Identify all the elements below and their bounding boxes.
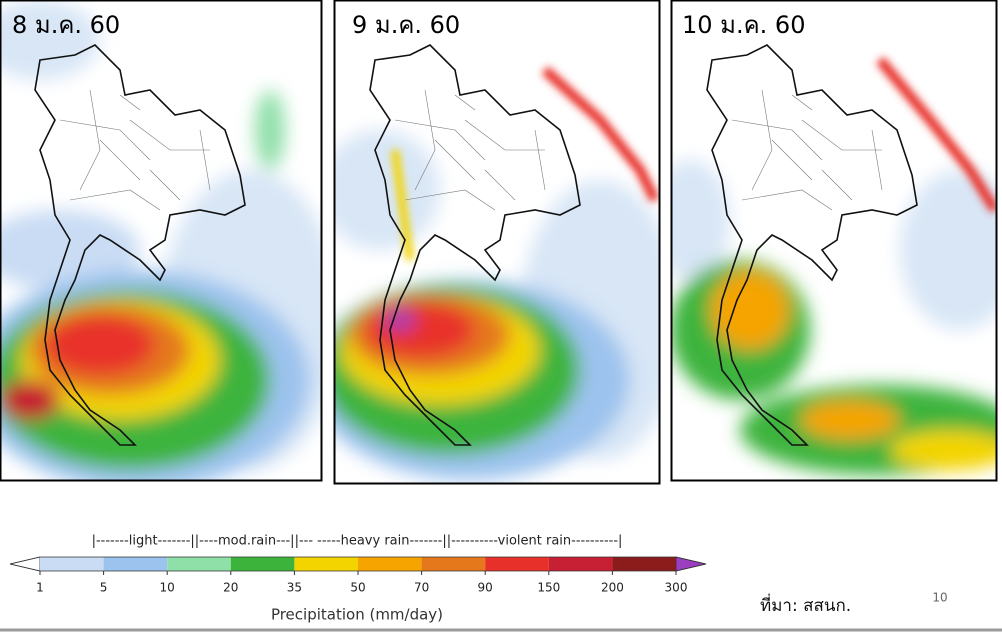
map-panel xyxy=(0,0,321,480)
colorbar: 1 5 10 20 35 50 70 90 150 200 300 xyxy=(9,556,707,595)
colorbar-segment xyxy=(421,557,486,571)
colorbar-segment xyxy=(40,557,104,571)
colorbar-header: |-------light-------||----mod.rain---||-… xyxy=(92,534,623,549)
panel-border xyxy=(333,0,661,485)
colorbar-tick-label: 70 xyxy=(414,581,429,595)
panel-border xyxy=(670,0,998,482)
colorbar-segment xyxy=(230,557,295,571)
colorbar-segment xyxy=(294,557,358,571)
panel-title: 10 ม.ค. 60 xyxy=(682,11,805,39)
colorbar-under xyxy=(9,556,41,572)
map-panel xyxy=(672,0,996,480)
colorbar-segment xyxy=(612,557,676,571)
colorbar-tick-label: 300 xyxy=(665,581,688,595)
panel-border xyxy=(0,0,323,482)
page-number: 10 xyxy=(932,591,947,605)
colorbar-segment xyxy=(103,557,168,571)
colorbar-tick-label: 90 xyxy=(478,581,493,595)
colorbar-tick-label: 50 xyxy=(350,581,365,595)
map-panel xyxy=(335,0,659,483)
source: ที่มา: สสนก. xyxy=(760,593,851,616)
panel-title: 9 ม.ค. 60 xyxy=(352,11,460,39)
colorbar-segment xyxy=(358,557,422,571)
colorbar-segment xyxy=(167,557,231,571)
colorbar-tick-label: 20 xyxy=(223,581,238,595)
colorbar-segment xyxy=(548,557,613,571)
colorbar-tick-label: 10 xyxy=(160,581,175,595)
colorbar-tick-label: 150 xyxy=(537,581,560,595)
colorbar-tick-label: 200 xyxy=(601,581,624,595)
colorbar-tick-label: 1 xyxy=(36,581,44,595)
panel-titles: 8 ม.ค. 60 9 ม.ค. 60 10 ม.ค. 60 xyxy=(12,11,805,39)
colorbar-tick-label: 35 xyxy=(287,581,302,595)
colorbar-label: Precipitation (mm/day) xyxy=(271,606,443,624)
panel-title: 8 ม.ค. 60 xyxy=(12,11,120,39)
colorbar-over xyxy=(675,556,707,572)
colorbar-tick-label: 5 xyxy=(100,581,108,595)
colorbar-segment xyxy=(485,557,549,571)
